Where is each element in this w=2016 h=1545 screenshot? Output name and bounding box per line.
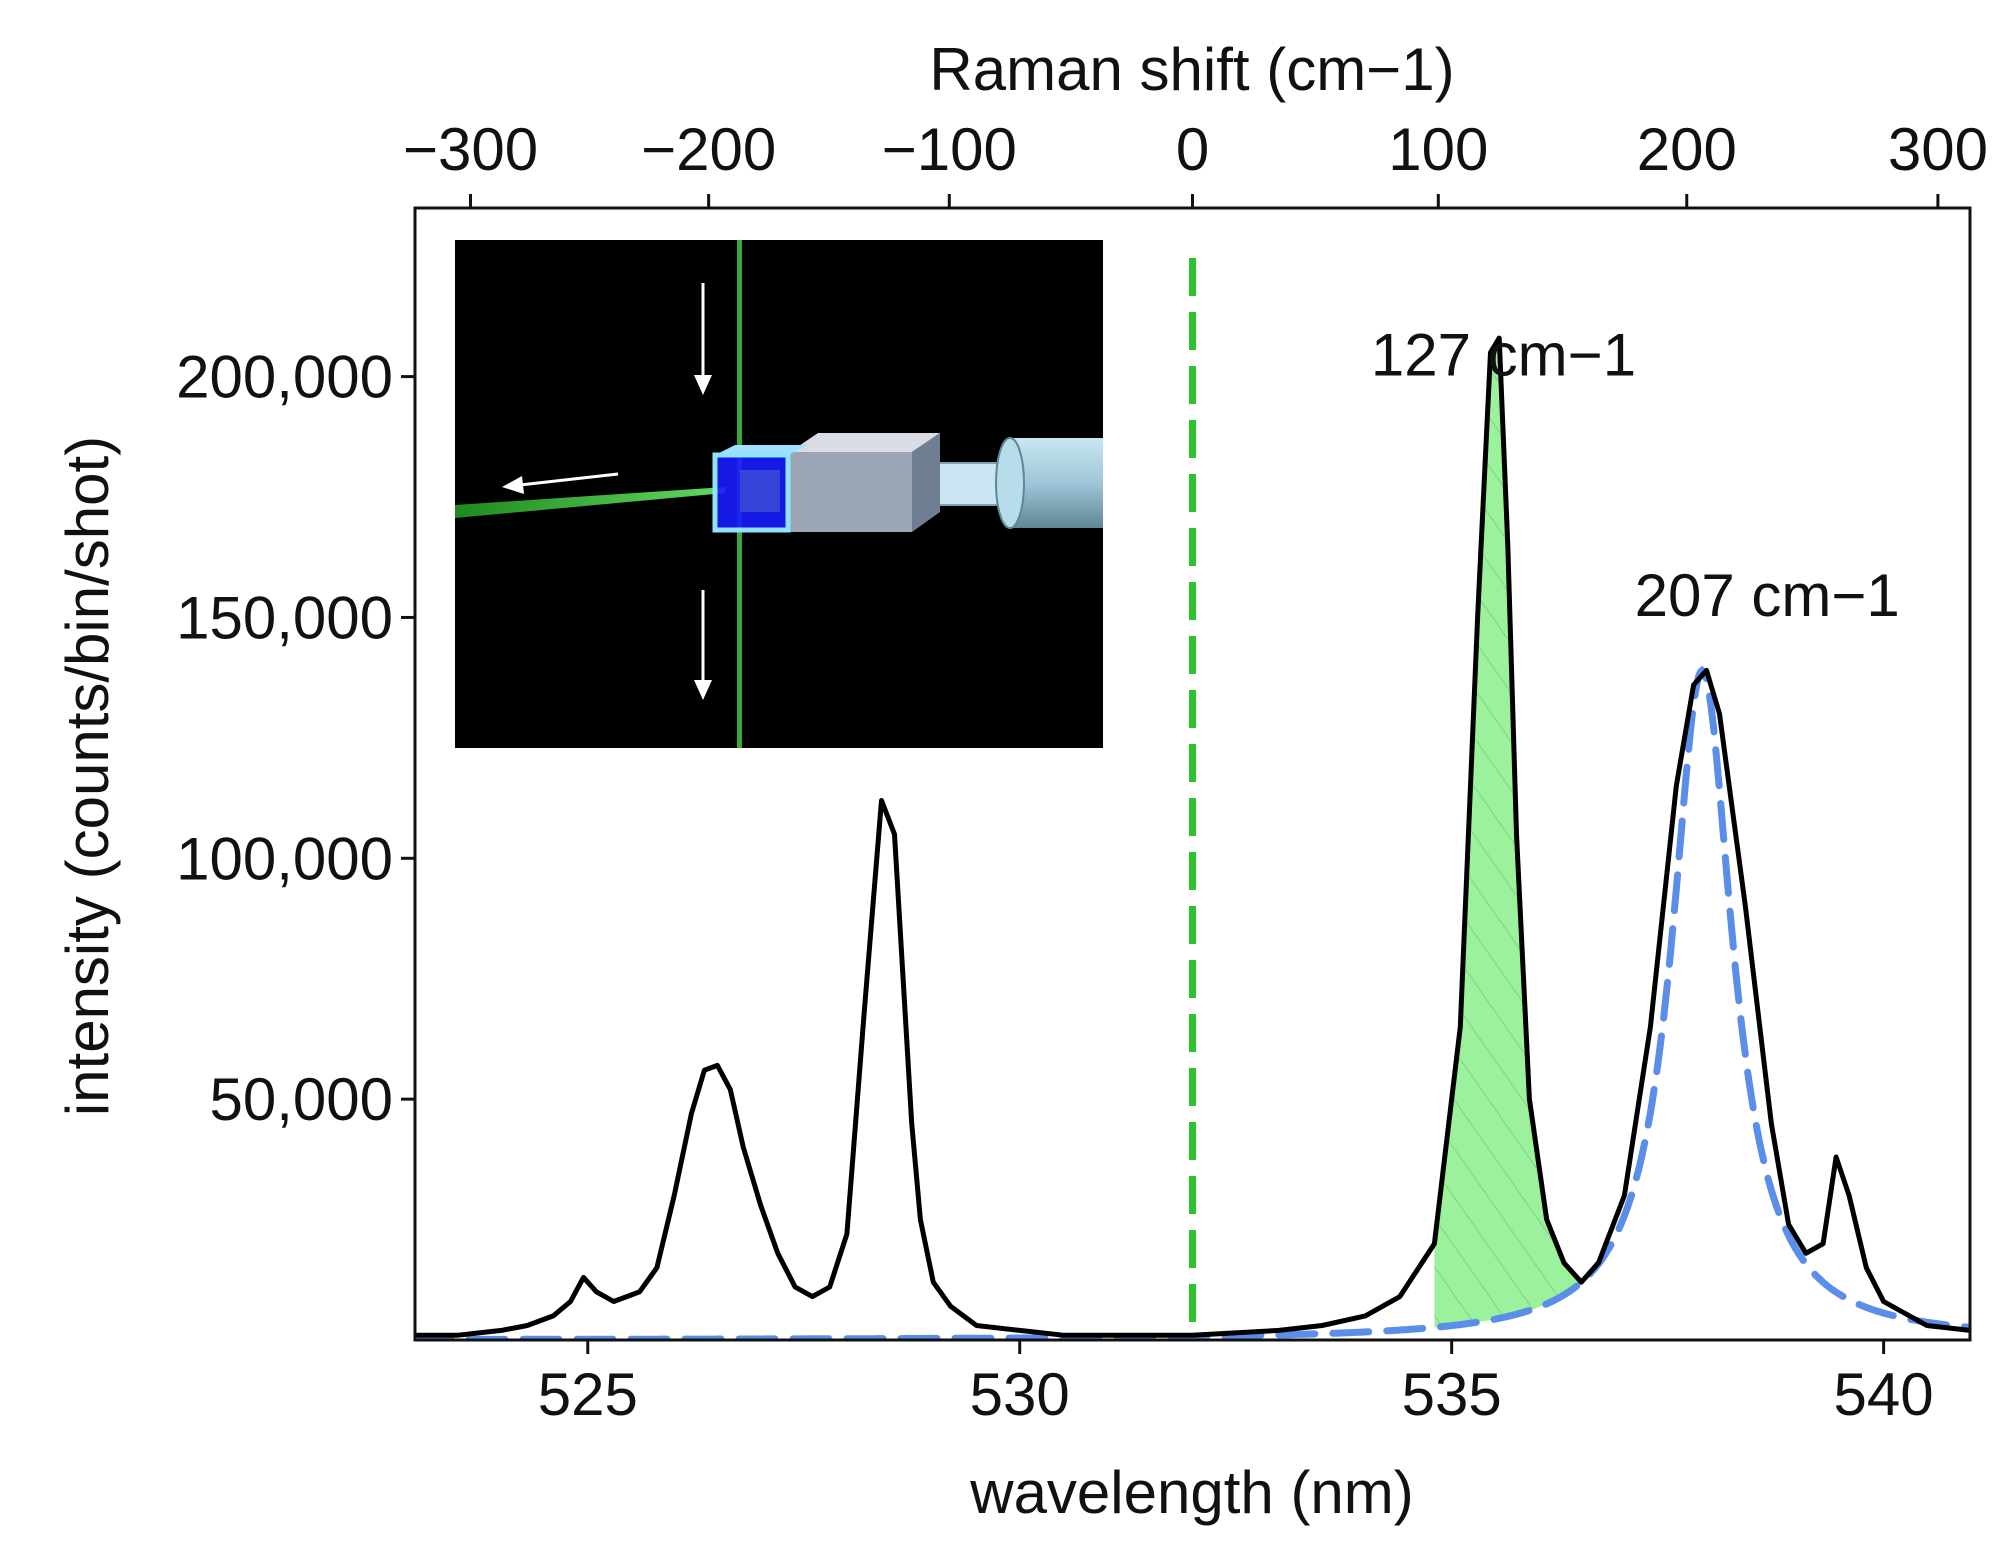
raman-tick-label: −300 [403,116,538,183]
down-arrow-icon [694,283,712,395]
y-axis-ticks: 50,000 100,000 150,000 200,000 [176,344,415,1133]
left-arrow-icon [502,472,619,494]
raman-axis-title: Raman shift (cm−1) [929,36,1454,103]
raman-axis-ticks: −300 −200 −100 0 100 200 300 [403,116,1988,208]
down-arrow-icon [694,590,712,700]
holder-top [790,433,940,452]
x-axis-ticks: 525 530 535 540 [538,1340,1934,1428]
cell-window [740,470,780,512]
raman-tick-label: −200 [641,116,776,183]
y-tick-label: 100,000 [176,825,393,892]
y-tick-label: 150,000 [176,584,393,651]
raman-tick-label: −100 [882,116,1017,183]
x-axis-title: wavelength (nm) [969,1459,1414,1526]
x-tick-label: 525 [538,1361,638,1428]
raman-tick-label: 300 [1888,116,1988,183]
peak-207-label: 207 cm−1 [1635,562,1900,629]
y-axis-title: intensity (counts/bin/shot) [54,436,121,1116]
x-tick-label: 540 [1834,1361,1934,1428]
holder-front [790,452,912,532]
setup-inset [455,240,1103,748]
cell-edge [712,452,791,533]
peak-127-label: 127 cm−1 [1371,321,1636,388]
x-tick-label: 530 [970,1361,1070,1428]
fiber-cylinder [1010,438,1103,528]
peak-127-hatch [1434,339,1590,1328]
y-tick-label: 50,000 [209,1066,393,1133]
x-tick-label: 535 [1402,1361,1502,1428]
plot-area [415,258,1970,1340]
cylinder-face [995,437,1025,529]
y-tick-label: 200,000 [176,344,393,411]
holder-side [912,433,940,532]
spectrum-line [415,335,1970,1338]
raman-tick-label: 200 [1637,116,1737,183]
raman-tick-label: 100 [1388,116,1488,183]
green-beam [455,487,725,518]
raman-tick-label: 0 [1176,116,1209,183]
